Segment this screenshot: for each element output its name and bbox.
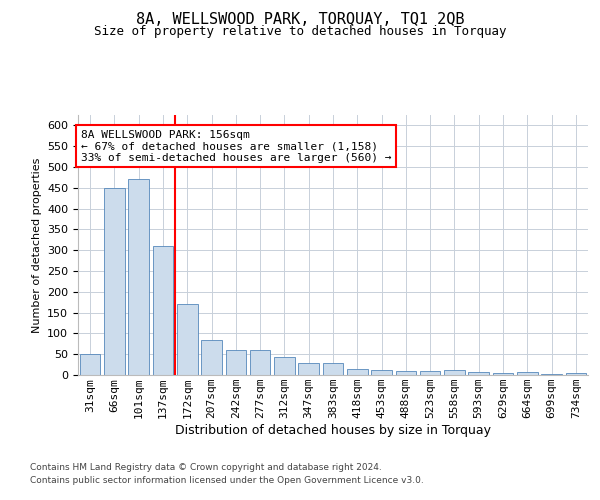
Text: 8A, WELLSWOOD PARK, TORQUAY, TQ1 2QB: 8A, WELLSWOOD PARK, TORQUAY, TQ1 2QB — [136, 12, 464, 28]
Text: 8A WELLSWOOD PARK: 156sqm
← 67% of detached houses are smaller (1,158)
33% of se: 8A WELLSWOOD PARK: 156sqm ← 67% of detac… — [81, 130, 391, 163]
Bar — [177, 304, 197, 375]
X-axis label: Distribution of detached houses by size in Torquay: Distribution of detached houses by size … — [175, 424, 491, 437]
Bar — [469, 372, 489, 375]
Bar — [517, 372, 538, 375]
Bar — [566, 373, 586, 375]
Bar — [371, 370, 392, 375]
Bar — [347, 369, 368, 375]
Bar — [250, 350, 271, 375]
Bar — [128, 180, 149, 375]
Y-axis label: Number of detached properties: Number of detached properties — [32, 158, 41, 332]
Bar — [420, 371, 440, 375]
Bar — [226, 350, 246, 375]
Bar — [104, 188, 125, 375]
Bar — [541, 374, 562, 375]
Bar — [201, 340, 222, 375]
Bar — [274, 357, 295, 375]
Bar — [152, 246, 173, 375]
Bar — [80, 354, 100, 375]
Bar — [395, 371, 416, 375]
Text: Size of property relative to detached houses in Torquay: Size of property relative to detached ho… — [94, 25, 506, 38]
Bar — [493, 373, 514, 375]
Text: Contains HM Land Registry data © Crown copyright and database right 2024.: Contains HM Land Registry data © Crown c… — [30, 464, 382, 472]
Bar — [298, 362, 319, 375]
Bar — [444, 370, 465, 375]
Text: Contains public sector information licensed under the Open Government Licence v3: Contains public sector information licen… — [30, 476, 424, 485]
Bar — [323, 362, 343, 375]
